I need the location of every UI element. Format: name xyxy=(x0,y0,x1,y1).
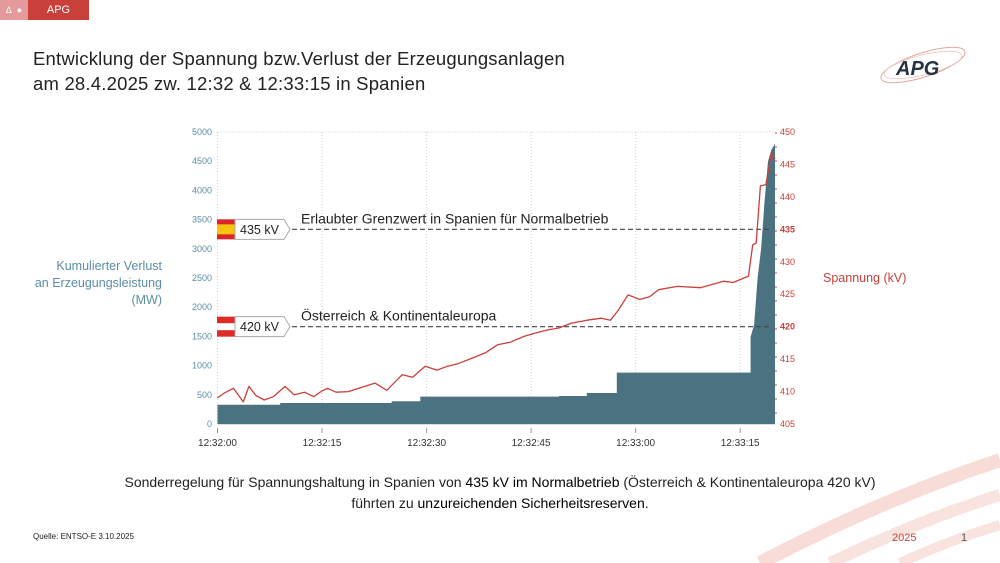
reference-line-text: Österreich & Kontinentaleuropa xyxy=(301,307,497,324)
left-tick-label: 3000 xyxy=(192,244,212,254)
reference-line-text: Erlaubter Grenzwert in Spanien für Norma… xyxy=(301,210,609,226)
right-tick-label: 430 xyxy=(780,257,795,267)
right-tick-label: 410 xyxy=(780,387,795,397)
right-tick-label: 445 xyxy=(780,159,795,169)
left-tick-label: 1000 xyxy=(192,361,212,371)
right-tick-label: 415 xyxy=(780,354,795,364)
caption: Sonderregelung für Spannungshaltung in S… xyxy=(124,474,876,511)
left-tick-label: 4500 xyxy=(192,156,212,166)
left-axis-label: Kumulierter Verlust an Erzeugungsleistun… xyxy=(34,259,162,307)
right-tick-label: 425 xyxy=(780,289,795,299)
reference-tag-label: 420 kV xyxy=(240,320,280,334)
right-tick-label: 420 xyxy=(780,322,795,332)
reference-tag-box xyxy=(234,218,291,240)
flag-stripe xyxy=(217,323,235,331)
spain-flag xyxy=(217,219,235,240)
x-tick-label: 12:33:00 xyxy=(616,438,655,449)
source-note: Quelle: ENTSO-E 3.10.2025 xyxy=(33,532,134,541)
apg-logo: APG xyxy=(880,46,966,84)
x-tick-label: 12:33:15 xyxy=(721,438,760,449)
title-line-2: am 28.4.2025 zw. 12:32 & 12:33:15 in Spa… xyxy=(33,73,426,94)
left-tick-label: 1500 xyxy=(192,331,212,341)
right-tick-label: 405 xyxy=(780,419,795,429)
left-tick-label: 5000 xyxy=(192,127,212,137)
x-tick-label: 12:32:45 xyxy=(512,438,551,449)
right-tick-label: 435 xyxy=(780,224,795,234)
footer-year: 2025 xyxy=(892,532,917,544)
generation-loss-area xyxy=(217,143,775,424)
svg-text:APG: APG xyxy=(895,58,939,80)
x-tick-label: 12:32:00 xyxy=(198,438,237,449)
right-tick-label: 450 xyxy=(780,127,795,137)
voltage-line xyxy=(217,152,776,403)
page-title: Entwicklung der Spannung bzw.Verlust der… xyxy=(33,46,565,96)
right-tick-label: 440 xyxy=(780,192,795,202)
tab-strip: Δ ● APG xyxy=(0,0,89,20)
reference-tag-label: 435 kV xyxy=(240,223,280,237)
left-tick-label: 0 xyxy=(207,419,212,429)
left-tick-label: 2500 xyxy=(192,273,212,283)
x-tick-label: 12:32:30 xyxy=(407,438,446,449)
dot-icon: ● xyxy=(16,5,23,15)
x-tick-label: 12:32:15 xyxy=(303,438,342,449)
left-tick-label: 3500 xyxy=(192,215,212,225)
left-tick-label: 500 xyxy=(197,390,212,400)
tab-apg[interactable]: APG xyxy=(28,0,89,20)
title-line-1: Entwicklung der Spannung bzw.Verlust der… xyxy=(33,48,566,69)
left-tick-label: 2000 xyxy=(192,302,212,312)
reference-tag-box xyxy=(234,316,291,338)
right-axis-label: Spannung (kV) xyxy=(823,271,907,285)
warning-icon: Δ xyxy=(5,5,12,15)
page-number: 1 xyxy=(961,532,968,544)
flag-stripe xyxy=(217,224,235,235)
austria-flag xyxy=(217,316,235,337)
left-tick-label: 4000 xyxy=(192,185,212,195)
